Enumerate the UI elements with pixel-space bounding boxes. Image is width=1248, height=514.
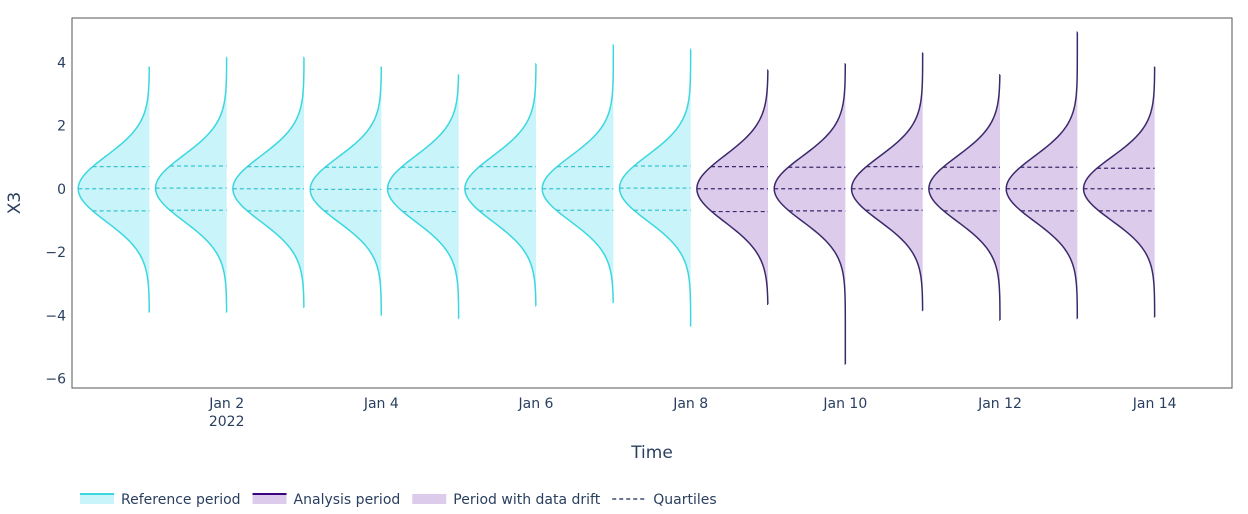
violin-outline-2022-01-14 xyxy=(1082,66,1156,318)
violin-outline-2022-01-12 xyxy=(928,74,1001,321)
violin-fill-2022-01-04 xyxy=(310,67,382,316)
legend-label: Quartiles xyxy=(653,492,716,508)
x-tick-label: Jan 4 xyxy=(363,396,399,412)
violin-outline-2022-01-13 xyxy=(1005,32,1079,320)
violin-outline-2022-01-09 xyxy=(696,69,769,305)
x-tick-label: Jan 2 xyxy=(208,396,244,412)
plot-frame xyxy=(71,17,1233,389)
violin-outline-2022-01-01 xyxy=(77,66,151,313)
violin-fill-2022-01-07 xyxy=(542,44,614,303)
legend-label: Reference period xyxy=(121,492,241,508)
y-tick-label: −2 xyxy=(45,245,66,261)
violin-fill-2022-01-02 xyxy=(155,57,227,313)
x-axis-ticks: Jan 2 2022 Jan 4 Jan 6 Jan 8 Jan 10 Jan 12 Jan … xyxy=(208,396,1176,430)
x-axis-title: Time xyxy=(630,443,673,463)
legend-item-2[interactable]: Period with data drift xyxy=(412,492,601,508)
violin-outline-2022-01-06 xyxy=(464,63,537,307)
violin-fill-2022-01-09 xyxy=(696,70,768,305)
legend-label: Period with data drift xyxy=(453,492,600,508)
violin-fill-2022-01-06 xyxy=(464,63,536,306)
legend-label: Analysis period xyxy=(294,492,401,508)
violin-outline-2022-01-07 xyxy=(541,44,615,304)
legend-swatch-fill xyxy=(80,494,114,504)
x-tick-label: Jan 8 xyxy=(672,396,708,412)
x-tick-label: Jan 10 xyxy=(822,396,867,412)
violin-fill-2022-01-12 xyxy=(928,74,1000,321)
violin-fill-2022-01-01 xyxy=(78,67,150,313)
violin-fill-2022-01-13 xyxy=(1006,32,1078,319)
violin-outline-2022-01-05 xyxy=(386,74,460,320)
x-tick-label: Jan 6 xyxy=(518,396,554,412)
legend-item-0[interactable]: Reference period xyxy=(80,492,241,508)
y-tick-label: −4 xyxy=(45,308,66,324)
violin-outline-2022-01-02 xyxy=(154,56,228,313)
violin-outline-2022-01-11 xyxy=(850,52,924,312)
y-axis-ticks: 4 2 0 −2 −4 −6 xyxy=(45,55,66,387)
legend: Reference period Analysis period Period wi… xyxy=(80,492,717,508)
violin-group xyxy=(77,32,1156,365)
violin-fill-2022-01-05 xyxy=(387,74,459,319)
legend-swatch-fill xyxy=(252,494,287,504)
legend-swatch-fill xyxy=(412,494,447,504)
violin-fill-2022-01-14 xyxy=(1083,67,1155,317)
x-tick-label: Jan 14 xyxy=(1132,396,1177,412)
legend-item-3[interactable]: Quartiles xyxy=(612,492,717,508)
y-tick-label: 0 xyxy=(57,182,66,198)
y-tick-label: 2 xyxy=(57,119,66,135)
violin-fill-2022-01-03 xyxy=(232,57,304,308)
violin-outline-2022-01-03 xyxy=(232,56,305,309)
y-tick-label: −6 xyxy=(45,372,66,388)
violin-outline-2022-01-04 xyxy=(309,66,383,317)
violin-fill-2022-01-11 xyxy=(851,52,923,311)
legend-item-1[interactable]: Analysis period xyxy=(252,492,401,508)
y-axis-title: X3 xyxy=(5,192,25,214)
x-tick-sublabel: 2022 xyxy=(209,414,245,430)
y-tick-label: 4 xyxy=(57,55,66,71)
x-tick-label: Jan 12 xyxy=(977,396,1022,412)
violin-outline-2022-01-10 xyxy=(773,63,847,365)
violin-fill-2022-01-10 xyxy=(774,63,846,365)
